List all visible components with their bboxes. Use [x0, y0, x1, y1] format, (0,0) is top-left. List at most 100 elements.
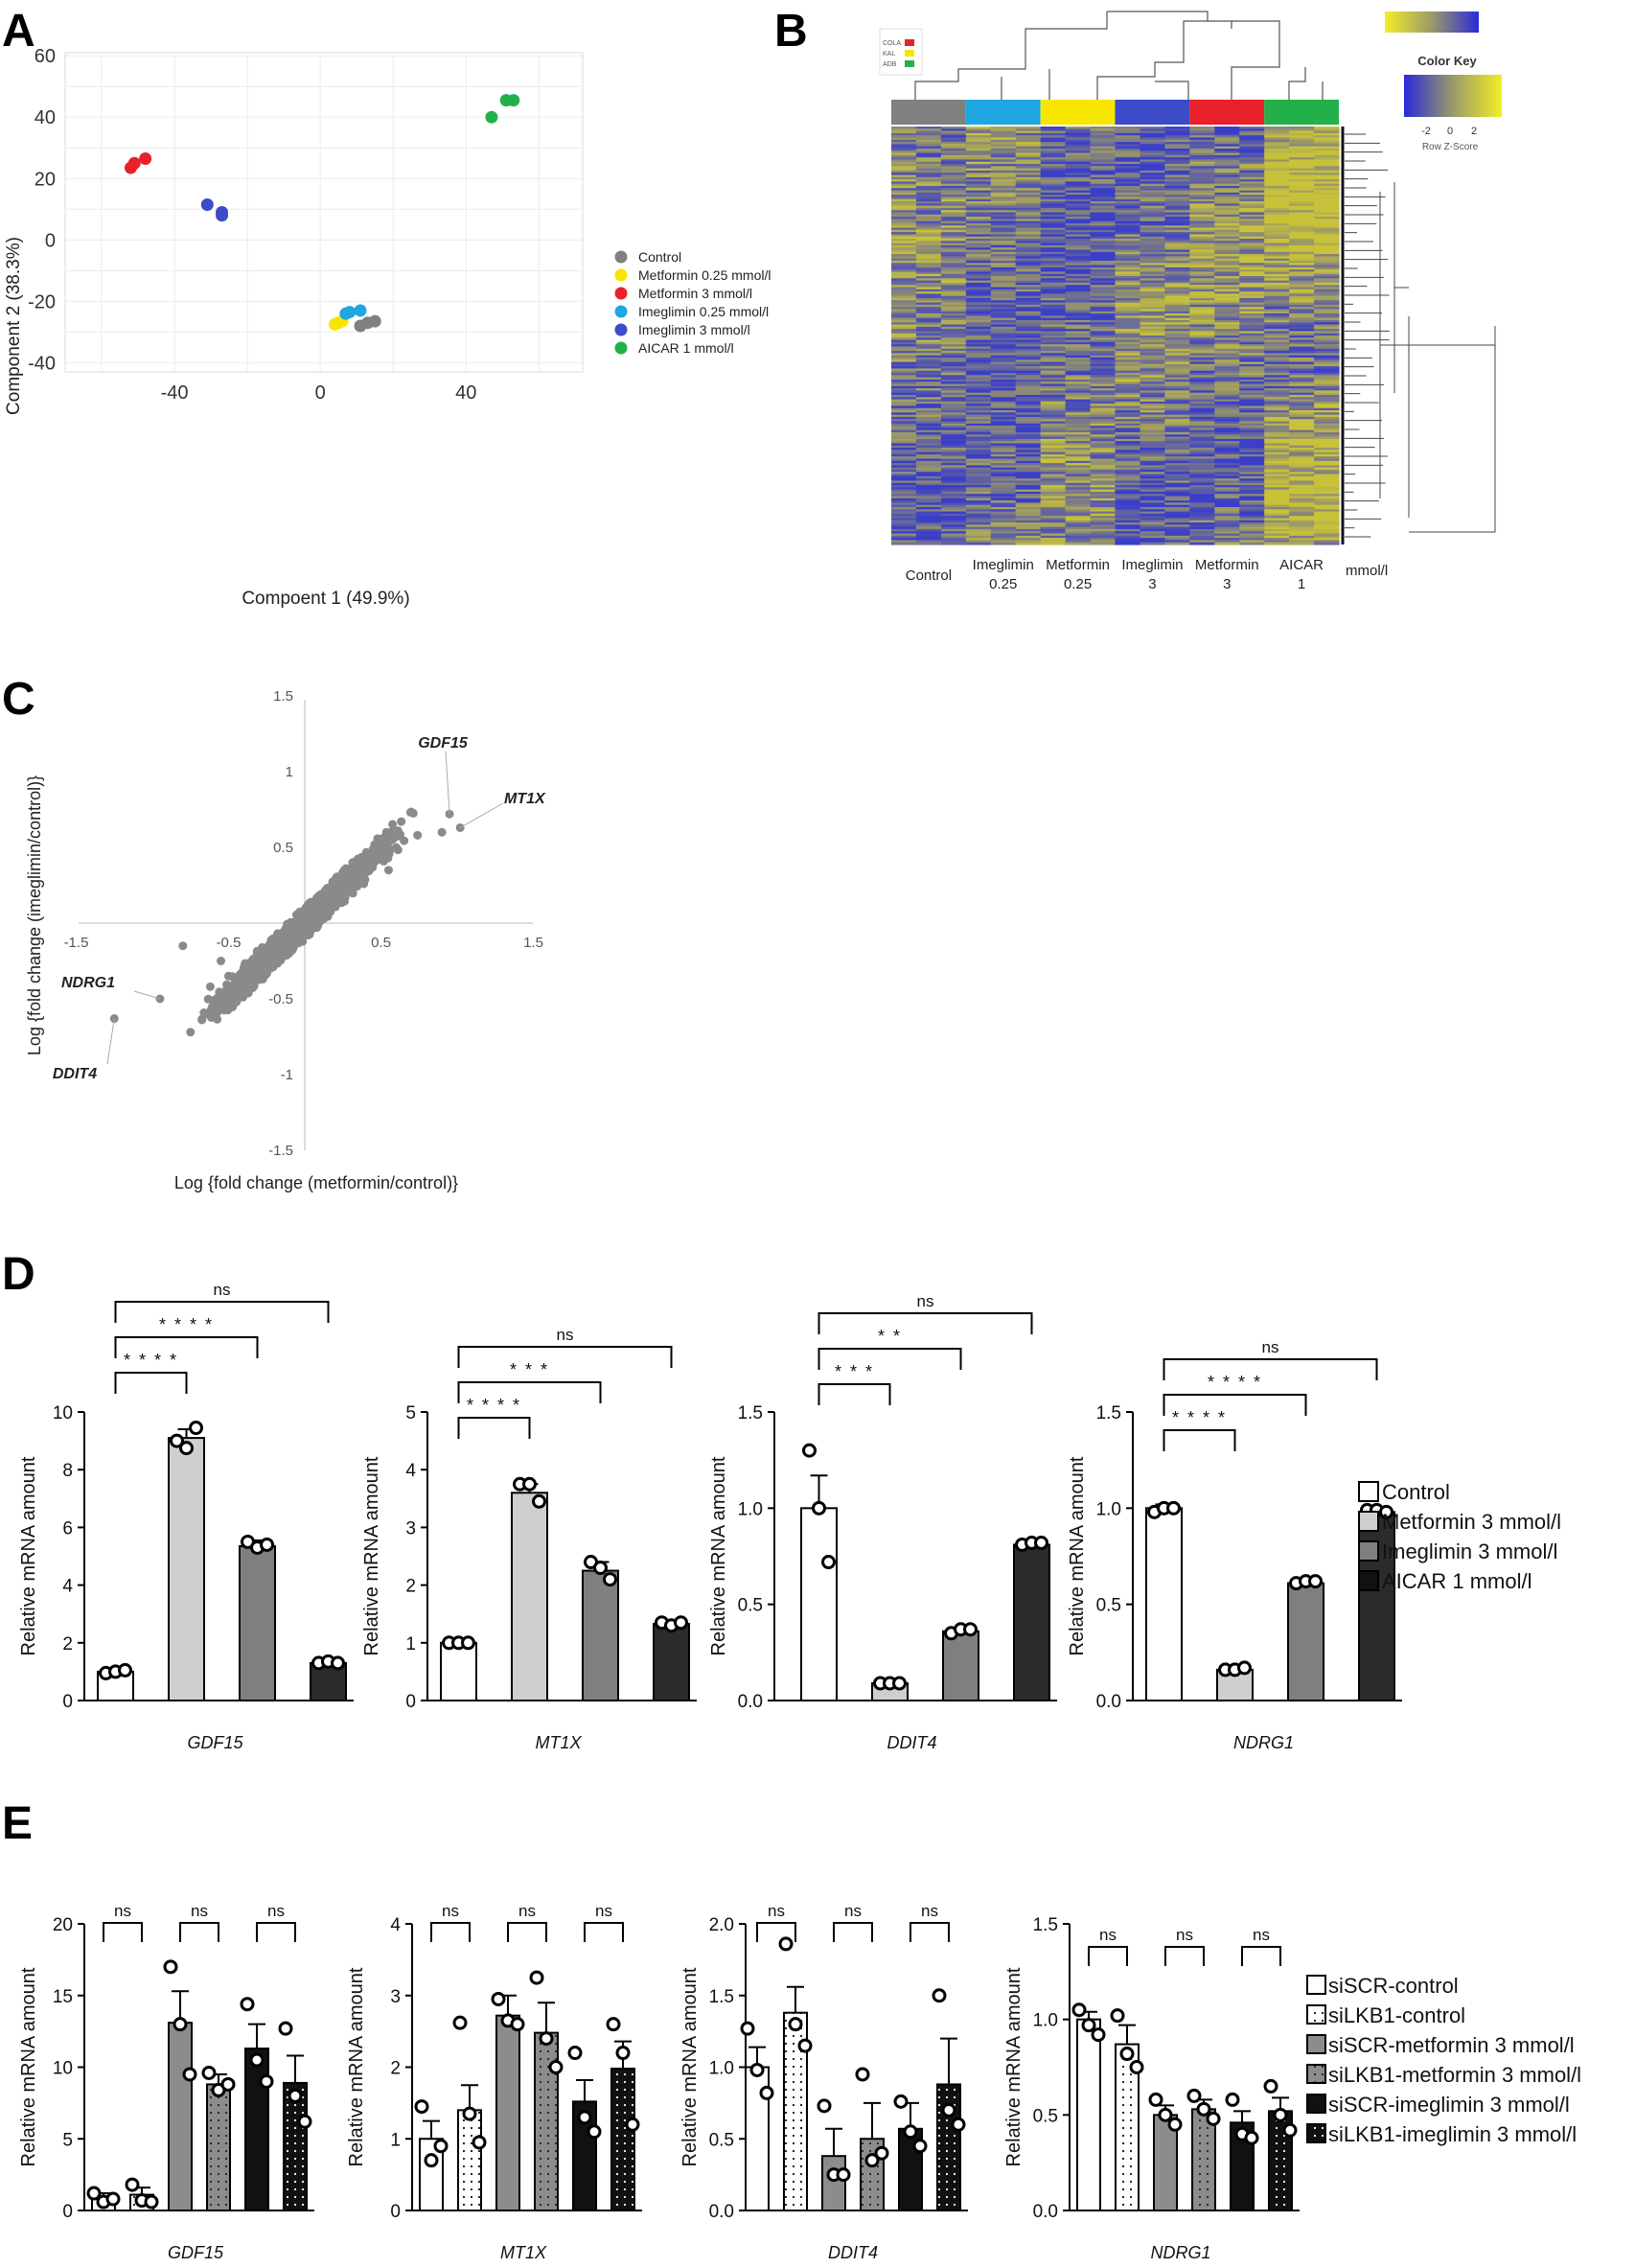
heatmap-cell: [1264, 249, 1290, 253]
heatmap-cell: [1115, 438, 1141, 442]
heatmap-cell: [1214, 150, 1240, 154]
c-point: [248, 981, 258, 990]
heatmap-cell: [965, 271, 992, 275]
heatmap-cell: [1015, 518, 1042, 521]
heatmap-cell: [940, 311, 967, 314]
heatmap-cell: [1189, 341, 1215, 345]
c-ticks: -1.5-0.50.51.51.510.5-0.5-1-1.50: [64, 688, 543, 1159]
heatmap-cell: [1239, 441, 1265, 445]
heatmap-cell: [1239, 313, 1265, 316]
panel-label-c: C: [2, 674, 35, 725]
heatmap-cell: [891, 375, 917, 379]
heatmap-cell: [1314, 227, 1340, 231]
heatmap-cell: [990, 256, 1017, 260]
heatmap-cell: [965, 458, 992, 462]
heatmap-cell: [1140, 265, 1165, 268]
heatmap-cell: [1214, 333, 1240, 336]
heatmap-cell: [1189, 441, 1215, 445]
heatmap-cell: [1264, 295, 1290, 299]
c-point: [388, 835, 398, 845]
heatmap-cell: [1065, 276, 1092, 279]
y-tick-label: 2: [62, 1634, 73, 1655]
heatmap-cell: [965, 148, 992, 151]
heatmap-cell: [1314, 266, 1340, 270]
heatmap-cell: [1314, 542, 1340, 545]
heatmap-cell: [1264, 198, 1290, 202]
heatmap-cell: [1015, 353, 1042, 357]
heatmap-cell: [1115, 401, 1141, 405]
heatmap-cell: [1090, 448, 1117, 451]
heatmap-cell: [1115, 181, 1141, 185]
heatmap-cell: [940, 359, 967, 363]
heatmap-cell: [990, 377, 1017, 381]
heatmap-cell: [1065, 132, 1092, 136]
heatmap-cell: [1264, 494, 1290, 498]
heatmap-cell: [940, 405, 967, 409]
heatmap-cell: [1239, 132, 1265, 136]
heatmap-cell: [1040, 392, 1067, 396]
heatmap-cell: [1264, 273, 1290, 277]
heatmap-cell: [1040, 370, 1067, 374]
heatmap-cell: [1164, 487, 1190, 491]
heatmap-cell: [1040, 458, 1067, 462]
heatmap-cell: [1015, 339, 1042, 343]
heatmap-cell: [1214, 482, 1240, 486]
heatmap-cell: [891, 212, 917, 216]
heatmap-cell: [891, 236, 917, 240]
heatmap-cell: [891, 195, 917, 198]
heatmap-cell: [1065, 531, 1092, 535]
heatmap-cell: [1214, 463, 1240, 466]
heatmap-cell: [1015, 260, 1042, 264]
heatmap-cell: [1040, 496, 1067, 499]
heatmap-cell: [1140, 467, 1165, 471]
heatmap-cell: [1115, 426, 1141, 428]
heatmap-cell: [940, 234, 967, 238]
heatmap-cell: [1090, 225, 1117, 229]
heatmap-cell: [1214, 375, 1240, 379]
heatmap-cell: [915, 518, 942, 521]
heatmap-cell: [965, 285, 992, 289]
heatmap-cell: [940, 317, 967, 321]
heatmap-cell: [1015, 247, 1042, 251]
heatmap-cell: [1140, 227, 1165, 231]
heatmap-cell: [1314, 388, 1340, 391]
heatmap-cell: [1015, 266, 1042, 270]
heatmap-cell: [1239, 168, 1265, 172]
heatmap-cell: [891, 355, 917, 359]
heatmap-cell: [1090, 179, 1117, 182]
heatmap-cell: [940, 475, 967, 479]
heatmap-cell: [891, 353, 917, 357]
heatmap-cell: [1264, 348, 1290, 352]
heatmap-cell: [1314, 538, 1340, 542]
heatmap-cell: [1040, 309, 1067, 312]
heatmap-cell: [1065, 326, 1092, 330]
heatmap-cell: [1289, 146, 1315, 150]
heatmap-cell: [1189, 463, 1215, 466]
heatmap-cell: [1115, 509, 1141, 513]
heatmap-cell: [990, 502, 1017, 506]
dendrogram-branch: [914, 77, 959, 100]
heatmap-cell: [891, 522, 917, 525]
heatmap-cell: [1040, 322, 1067, 326]
heatmap-cell: [1189, 399, 1215, 403]
heatmap-cell: [1239, 363, 1265, 367]
heatmap-cell: [1090, 348, 1117, 352]
heatmap-cell: [1065, 538, 1092, 542]
pca-y-tick-label: -40: [28, 353, 56, 374]
heatmap-cell: [965, 434, 992, 438]
heatmap-cell: [1314, 251, 1340, 255]
heatmap-cell: [1289, 494, 1315, 498]
heatmap-cell: [1314, 518, 1340, 521]
heatmap-cell: [1314, 520, 1340, 523]
heatmap-cell: [1239, 207, 1265, 211]
heatmap-cell: [1164, 247, 1190, 251]
heatmap-cell: [1015, 166, 1042, 170]
heatmap-cell: [1140, 513, 1165, 517]
heatmap-cell: [1090, 201, 1117, 204]
heatmap-cell: [965, 357, 992, 360]
heatmap-cell: [891, 190, 917, 194]
heatmap-cell: [1314, 146, 1340, 150]
heatmap-cell: [1289, 392, 1315, 396]
heatmap-cell: [940, 337, 967, 341]
heatmap-cell: [1289, 359, 1315, 363]
